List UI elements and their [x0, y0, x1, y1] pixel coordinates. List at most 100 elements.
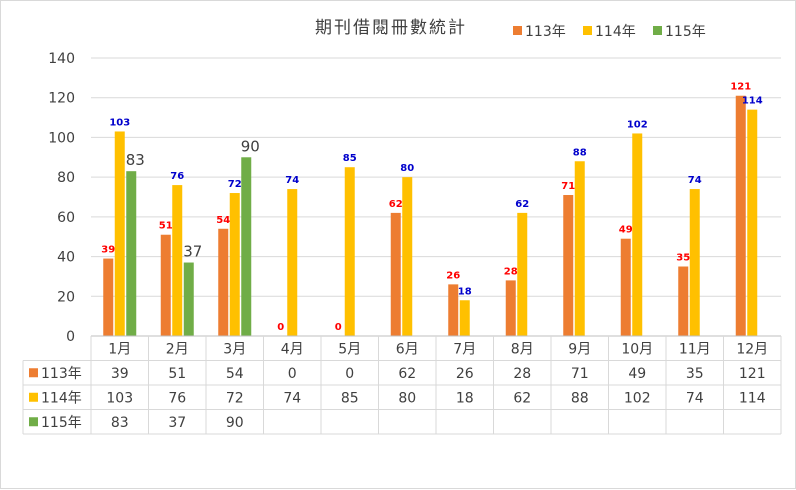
data-label: 85 — [343, 153, 357, 164]
y-tick-label: 0 — [66, 329, 75, 345]
table-series-label: 115年 — [41, 415, 82, 431]
x-tick-label: 5月 — [338, 341, 361, 357]
legend: 113年 114年 115年 — [513, 24, 706, 40]
bar — [620, 238, 631, 336]
data-label: 26 — [446, 270, 460, 281]
data-label: 39 — [101, 245, 115, 256]
table-cell: 18 — [456, 390, 474, 406]
y-axis: 0 20 40 60 80 100 120 140 — [48, 51, 75, 345]
table-cell: 35 — [686, 366, 704, 382]
legend-swatch — [653, 26, 662, 35]
bar — [574, 161, 585, 336]
table-cell: 114 — [739, 390, 766, 406]
bar — [183, 262, 194, 336]
data-label: 18 — [458, 286, 472, 297]
bar — [241, 157, 252, 336]
data-labels: 39 103 83 51 76 37 54 72 90 0 74 0 85 62 80 26 18 28 62 71 8… — [101, 82, 762, 333]
x-tick-label: 10月 — [621, 341, 653, 357]
legend-label: 115年 — [665, 24, 706, 40]
x-tick-label: 7月 — [453, 341, 476, 357]
data-label: 102 — [627, 119, 648, 130]
y-tick-label: 140 — [48, 51, 75, 67]
y-tick-label: 20 — [57, 289, 75, 305]
y-tick-label: 120 — [48, 91, 75, 107]
data-label: 49 — [619, 225, 633, 236]
data-label: 76 — [170, 171, 184, 182]
data-label: 37 — [183, 243, 202, 261]
data-label: 103 — [109, 117, 130, 128]
table-cell: 103 — [106, 390, 133, 406]
table-cell: 0 — [345, 366, 354, 382]
table-cell: 49 — [628, 366, 646, 382]
y-tick-label: 80 — [57, 170, 75, 186]
y-tick-label: 60 — [57, 210, 75, 226]
bar — [390, 212, 401, 336]
table-cell: 71 — [571, 366, 589, 382]
table-cell: 121 — [739, 366, 766, 382]
table-cell: 88 — [571, 390, 589, 406]
x-tick-label: 9月 — [568, 341, 591, 357]
table-legend-swatch — [29, 368, 38, 378]
table-cell: 76 — [168, 390, 186, 406]
chart-title: 期刊借閱冊數統計 — [315, 18, 467, 38]
bar — [632, 133, 643, 336]
data-label: 72 — [228, 179, 242, 190]
x-tick-label: 3月 — [223, 341, 246, 357]
bar — [103, 258, 114, 336]
table-cell: 83 — [111, 415, 129, 431]
data-label: 35 — [676, 253, 690, 264]
x-tick-label: 6月 — [396, 341, 419, 357]
y-tick-label: 40 — [57, 250, 75, 266]
data-label: 0 — [335, 322, 342, 333]
gridlines — [91, 57, 781, 337]
bar — [517, 212, 528, 336]
table-cell: 90 — [226, 415, 244, 431]
legend-swatch — [583, 26, 592, 35]
bar — [344, 167, 355, 336]
table-series-label: 114年 — [41, 390, 82, 406]
data-table: 1月 2月 3月 4月 5月 6月 7月 8月 9月 10月 11月 12月 113年 39 51 54 0 0 6… — [22, 335, 782, 435]
x-tick-label: 11月 — [679, 341, 711, 357]
x-tick-label: 1月 — [108, 341, 131, 357]
bar — [402, 177, 413, 336]
table-cell: 39 — [111, 366, 129, 382]
table-cell: 37 — [168, 415, 186, 431]
table-cell: 28 — [513, 366, 531, 382]
table-cell: 74 — [686, 390, 704, 406]
data-label: 0 — [277, 322, 284, 333]
data-label: 28 — [504, 266, 518, 277]
table-cell: 26 — [456, 366, 474, 382]
data-label: 71 — [561, 181, 575, 192]
x-tick-label: 8月 — [511, 341, 534, 357]
bar — [448, 284, 459, 336]
bar — [229, 193, 240, 336]
table-cell: 54 — [226, 366, 244, 382]
table-cell: 74 — [283, 390, 301, 406]
data-label: 88 — [573, 147, 587, 158]
y-tick-label: 100 — [48, 130, 75, 146]
table-cell: 51 — [168, 366, 186, 382]
data-label: 54 — [216, 215, 230, 226]
data-label: 62 — [389, 199, 403, 210]
table-cell: 85 — [341, 390, 359, 406]
bar — [160, 234, 171, 336]
legend-label: 114年 — [595, 24, 636, 40]
legend-swatch — [513, 26, 522, 35]
bar — [678, 266, 689, 336]
bars — [103, 95, 758, 336]
table-cell: 0 — [288, 366, 297, 382]
table-cell: 62 — [398, 366, 416, 382]
bar — [172, 185, 183, 336]
bar — [459, 300, 470, 336]
bar — [218, 228, 229, 336]
data-label: 51 — [159, 221, 173, 232]
table-cell: 80 — [398, 390, 416, 406]
x-tick-label: 4月 — [281, 341, 304, 357]
bar — [689, 189, 700, 336]
data-label: 74 — [688, 175, 702, 186]
table-legend-swatch — [29, 392, 38, 402]
legend-label: 113年 — [525, 24, 566, 40]
x-tick-label: 2月 — [166, 341, 189, 357]
table-cell: 72 — [226, 390, 244, 406]
